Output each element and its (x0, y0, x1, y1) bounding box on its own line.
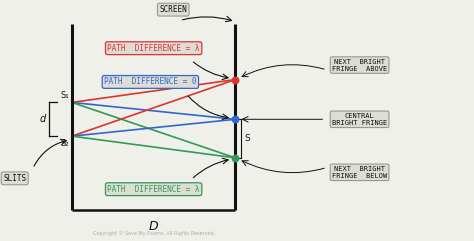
Text: S: S (245, 134, 250, 143)
Point (232, 117, 239, 121)
Text: PATH  DIFFERENCE = λ: PATH DIFFERENCE = λ (108, 44, 200, 53)
Point (232, 156, 239, 160)
Text: S₂: S₂ (60, 139, 69, 147)
Text: PATH  DIFFERENCE = 0: PATH DIFFERENCE = 0 (104, 77, 197, 87)
Text: SLITS: SLITS (3, 174, 26, 183)
Point (232, 78, 239, 81)
Text: NEXT  BRIGHT
FRINGE  ABOVE: NEXT BRIGHT FRINGE ABOVE (332, 59, 387, 72)
Text: Copyright © Save My Exams. All Rights Reserved.: Copyright © Save My Exams. All Rights Re… (92, 231, 215, 236)
Text: SCREEN: SCREEN (159, 5, 187, 14)
Text: S₁: S₁ (60, 91, 69, 100)
Text: D: D (149, 220, 158, 233)
Text: d: d (39, 114, 46, 124)
Text: PATH  DIFFERENCE = λ: PATH DIFFERENCE = λ (108, 185, 200, 194)
Text: NEXT  BRIGHT
FRINGE  BELOW: NEXT BRIGHT FRINGE BELOW (332, 166, 387, 179)
Text: CENTRAL
BRIGHT FRINGE: CENTRAL BRIGHT FRINGE (332, 113, 387, 126)
